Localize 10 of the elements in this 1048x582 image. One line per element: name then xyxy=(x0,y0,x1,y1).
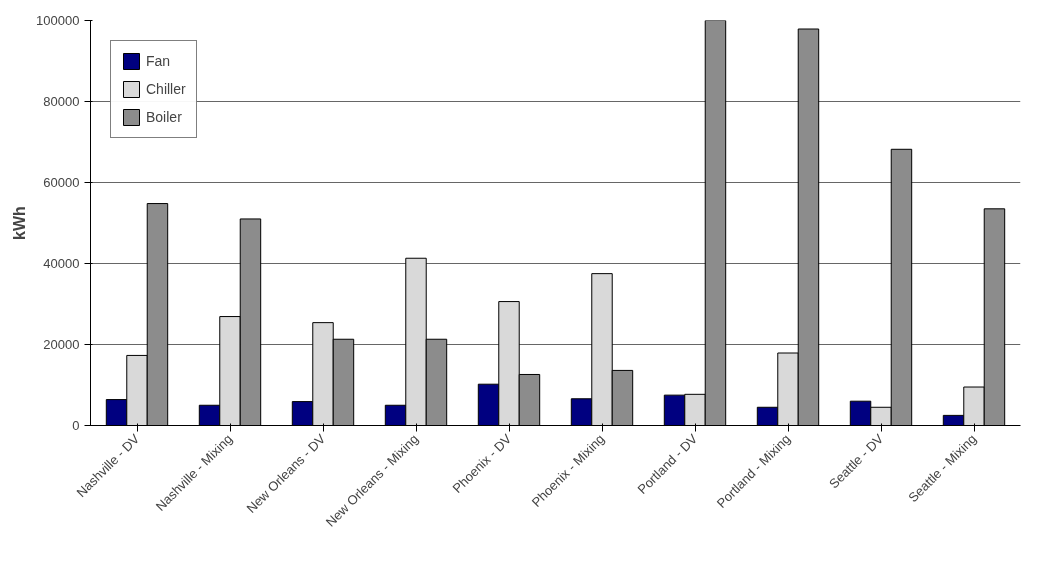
y-axis-title: kWh xyxy=(11,206,29,240)
legend-label: Fan xyxy=(146,53,171,69)
y-tick-label: 80000 xyxy=(43,94,80,109)
y-tick-label: 100000 xyxy=(36,13,80,28)
y-tick-label: 40000 xyxy=(43,256,80,271)
y-tick-label: 60000 xyxy=(43,175,80,190)
y-tick-label: 0 xyxy=(72,418,80,433)
y-tick-label: 20000 xyxy=(43,337,80,352)
legend-label: Chiller xyxy=(146,81,186,97)
legend-label: Boiler xyxy=(146,109,182,125)
